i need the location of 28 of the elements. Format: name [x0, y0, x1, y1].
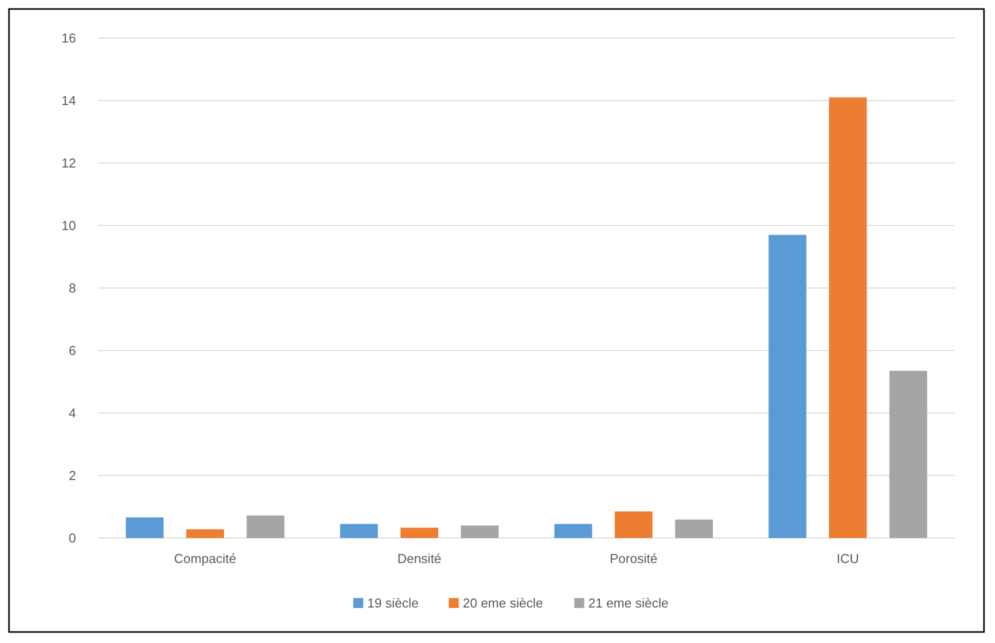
y-tick-label: 0 — [68, 530, 76, 546]
y-tick-label: 6 — [68, 343, 76, 358]
legend-label: 19 siècle — [367, 596, 419, 611]
y-tick-label: 14 — [62, 93, 76, 108]
bar — [768, 234, 806, 538]
legend-label: 21 eme siècle — [588, 596, 668, 611]
bar — [889, 370, 928, 538]
bar — [554, 524, 592, 538]
legend-label: 20 eme siècle — [462, 596, 543, 611]
bar — [340, 524, 378, 538]
bar — [186, 529, 224, 538]
x-tick-label: ICU — [836, 551, 860, 566]
bar — [126, 517, 164, 538]
y-tick-label: 2 — [68, 468, 76, 484]
bar — [400, 528, 438, 538]
bar — [460, 526, 499, 538]
bar — [614, 511, 652, 538]
y-tick-label: 12 — [62, 156, 76, 171]
y-tick-label: 4 — [68, 406, 76, 421]
bar — [246, 516, 284, 538]
y-tick-label: 8 — [68, 280, 76, 296]
bar — [675, 520, 713, 538]
y-tick-label: 16 — [62, 30, 76, 46]
x-tick-label: Compacité — [174, 551, 236, 566]
y-tick-label: 10 — [62, 218, 76, 234]
x-tick-label: Densité — [397, 551, 442, 566]
x-tick-label: Porosité — [610, 551, 658, 566]
bar — [829, 97, 867, 538]
